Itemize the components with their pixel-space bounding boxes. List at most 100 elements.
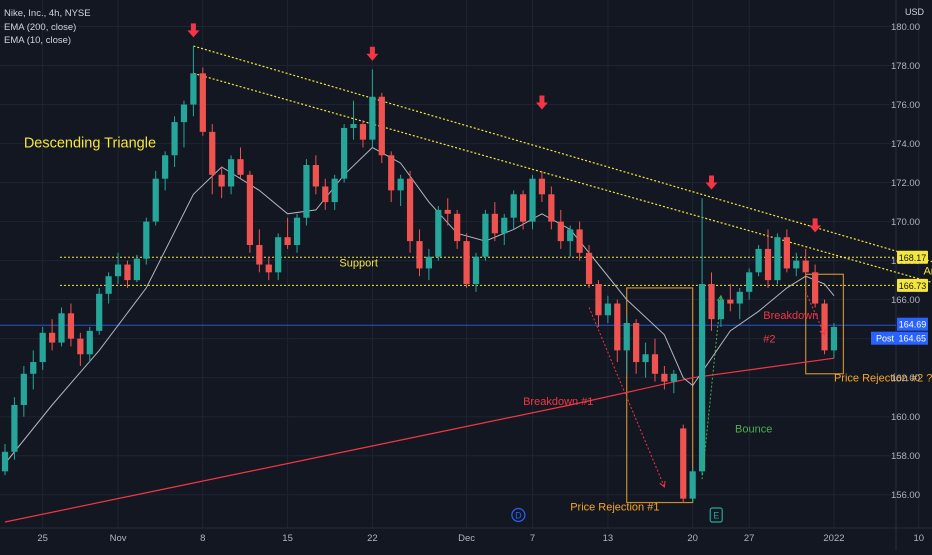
annotation-label: Price Rejection #2 ? bbox=[834, 373, 932, 385]
candle-body bbox=[322, 186, 329, 203]
candle-body bbox=[48, 332, 56, 343]
chart-legend: Nike, Inc., 4h, NYSE EMA (200, close) EM… bbox=[4, 7, 91, 48]
y-tick-label: 172.00 bbox=[891, 178, 920, 189]
candle-body bbox=[689, 471, 696, 499]
candle-body bbox=[293, 217, 301, 246]
annotation-label: Breakdown #1 bbox=[523, 396, 593, 408]
ema200-legend[interactable]: EMA (200, close) bbox=[4, 21, 77, 33]
candle-body bbox=[312, 165, 319, 187]
ema200-line bbox=[4, 357, 835, 523]
candle-body bbox=[548, 194, 555, 222]
candle-body bbox=[105, 276, 112, 294]
candle-body bbox=[802, 260, 809, 273]
candle-body bbox=[670, 373, 677, 382]
down-arrow-icon bbox=[366, 46, 379, 61]
candle-body bbox=[746, 272, 753, 292]
y-tick-label: 180.00 bbox=[891, 22, 920, 33]
candle-body bbox=[199, 73, 206, 132]
dashed-arrow bbox=[588, 307, 665, 488]
y-tick-label: 166.00 bbox=[891, 295, 920, 306]
earnings-marker-icon bbox=[709, 507, 723, 523]
ema10-legend[interactable]: EMA (10, close) bbox=[4, 35, 72, 46]
candle-body bbox=[557, 221, 564, 242]
candle-body bbox=[275, 237, 282, 273]
level-label: 168.17 bbox=[899, 253, 927, 263]
candle-body bbox=[416, 241, 423, 269]
candle-body bbox=[538, 178, 546, 195]
candle-body bbox=[435, 209, 442, 257]
candle-body bbox=[567, 229, 574, 242]
candle-body bbox=[472, 256, 480, 285]
symbol-label[interactable]: Nike, Inc., 4h, NYSE bbox=[4, 8, 91, 19]
candle-body bbox=[727, 299, 734, 304]
candle-body bbox=[633, 323, 640, 363]
candle-body bbox=[350, 124, 357, 128]
candle-body bbox=[58, 313, 65, 343]
post-price-label-bg bbox=[871, 331, 928, 345]
candle-body bbox=[30, 362, 37, 374]
annotation-label: Support bbox=[339, 257, 378, 269]
level-label-bg bbox=[897, 250, 928, 264]
candle-body bbox=[708, 284, 715, 320]
candle-body bbox=[491, 213, 498, 234]
candle-body bbox=[651, 354, 659, 374]
x-tick-label: Nov bbox=[110, 533, 127, 544]
dividend-marker-icon bbox=[511, 507, 526, 523]
candle-body bbox=[463, 241, 470, 285]
down-arrow-icon bbox=[809, 218, 822, 233]
annotation-label: Area Of Value bbox=[923, 265, 932, 277]
x-tick-label: 20 bbox=[687, 533, 698, 544]
candle-body bbox=[246, 174, 254, 246]
x-tick-label: 15 bbox=[282, 533, 293, 544]
x-tick-label: 27 bbox=[744, 533, 755, 544]
candle-body bbox=[642, 354, 649, 363]
candle-body bbox=[519, 194, 527, 222]
candle-body bbox=[162, 155, 169, 179]
candle-body bbox=[77, 338, 84, 355]
y-tick-label: 176.00 bbox=[891, 100, 920, 111]
candle-body bbox=[152, 178, 159, 222]
last-price-label-bg bbox=[897, 317, 928, 331]
candle-body bbox=[378, 96, 385, 156]
candle-body bbox=[256, 245, 263, 265]
candle-body bbox=[1, 451, 9, 472]
y-tick-label: 178.00 bbox=[891, 61, 920, 72]
candle-body bbox=[595, 284, 602, 316]
candle-body bbox=[209, 131, 216, 175]
candle-body bbox=[680, 428, 687, 499]
candle-body bbox=[180, 104, 188, 123]
candle-body bbox=[783, 237, 790, 269]
candle-body bbox=[86, 330, 93, 355]
candle-body bbox=[661, 373, 668, 382]
candle-body bbox=[406, 178, 414, 242]
candle-body bbox=[793, 260, 800, 269]
candle-body bbox=[218, 174, 225, 187]
candle-body bbox=[171, 122, 178, 156]
annotation-label: Bounce bbox=[735, 423, 772, 435]
annotation-label: Breakdown bbox=[763, 310, 818, 322]
annotation-label: Descending Triangle bbox=[24, 135, 156, 151]
candle-body bbox=[821, 303, 828, 351]
candle-body bbox=[604, 303, 611, 316]
candle-body bbox=[67, 313, 75, 339]
y-tick-label: 162.00 bbox=[891, 373, 920, 384]
level-label: 166.73 bbox=[899, 281, 927, 291]
y-tick-label: 170.00 bbox=[891, 217, 920, 228]
event-marker-label: E bbox=[713, 511, 719, 521]
dashed-arrow bbox=[701, 295, 722, 480]
candle-body bbox=[774, 237, 781, 281]
candle-body bbox=[190, 73, 197, 105]
post-tag: Post bbox=[876, 334, 895, 344]
candle-body bbox=[369, 96, 376, 140]
candle-body bbox=[576, 229, 583, 253]
candle-body bbox=[265, 264, 272, 273]
candle-body bbox=[444, 209, 451, 214]
y-tick-label: 160.00 bbox=[891, 412, 920, 423]
x-tick-label: 13 bbox=[603, 533, 614, 544]
currency-label: USD bbox=[904, 7, 924, 17]
x-tick-label: Dec bbox=[458, 533, 475, 544]
x-tick-label: 8 bbox=[200, 533, 205, 544]
candle-body bbox=[237, 159, 244, 175]
